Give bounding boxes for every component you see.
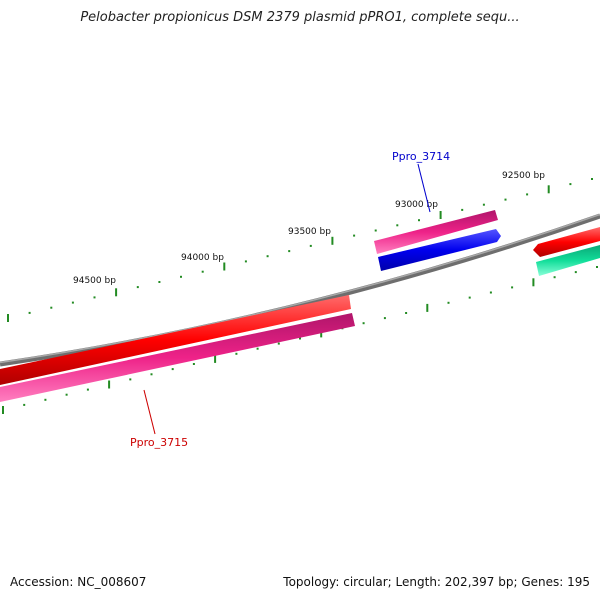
- accession-text: Accession: NC_008607: [10, 575, 147, 589]
- label-connector-ppro3714: [417, 163, 431, 213]
- gene-feature-red-long[interactable]: [0, 295, 351, 385]
- outer-tick-marks: [7, 178, 593, 322]
- plasmid-backbone: [0, 213, 600, 367]
- inner-tick-marks: [2, 266, 598, 414]
- tick-label-93500: 93500 bp: [288, 227, 331, 237]
- gene-feature-pink-long[interactable]: [0, 313, 355, 402]
- gene-feature-reverse-green[interactable]: [536, 245, 600, 276]
- topology-info: Topology: circular; Length: 202,397 bp; …: [283, 575, 590, 589]
- gene-label-ppro3714[interactable]: Ppro_3714: [392, 150, 450, 163]
- gene-feature-forward-red[interactable]: [533, 227, 600, 257]
- tick-label-94000: 94000 bp: [181, 253, 224, 263]
- gene-feature-forward-pink[interactable]: [374, 210, 498, 254]
- tick-label-92500: 92500 bp: [502, 171, 545, 181]
- tick-label-94500: 94500 bp: [73, 276, 116, 286]
- tick-label-93000: 93000 bp: [395, 200, 438, 210]
- label-connector-ppro3715: [143, 389, 156, 435]
- map-title: Pelobacter propionicus DSM 2379 plasmid …: [80, 10, 520, 25]
- gene-feature-reverse-blue[interactable]: [378, 229, 501, 271]
- gene-label-ppro3715[interactable]: Ppro_3715: [130, 436, 188, 449]
